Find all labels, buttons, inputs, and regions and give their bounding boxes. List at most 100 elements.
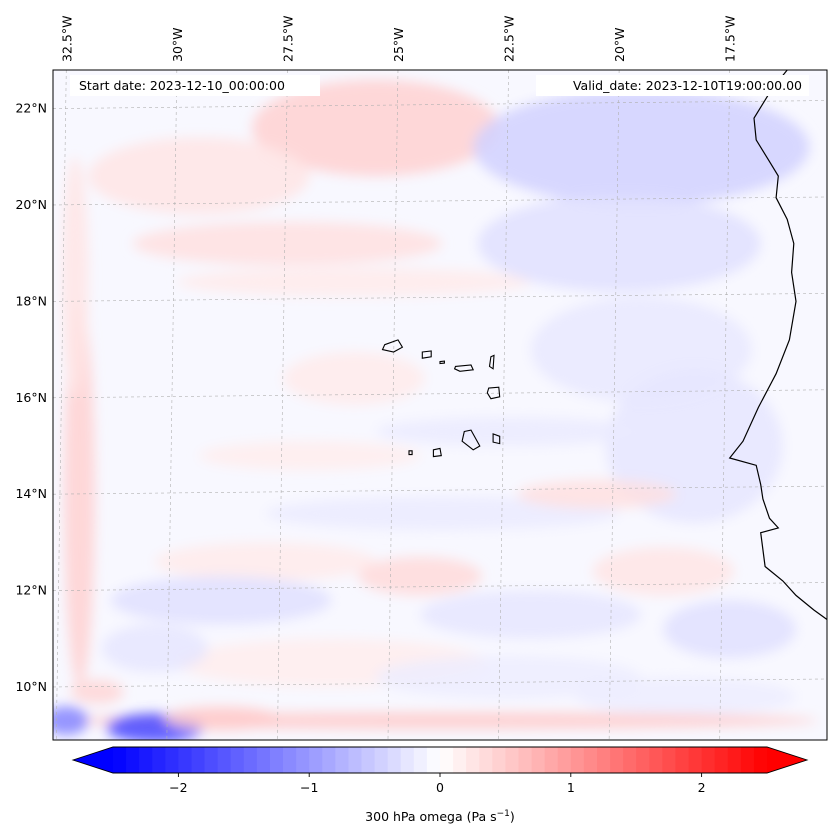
africa-coastline (728, 70, 827, 621)
colorbar-segment (269, 747, 284, 773)
colorbar-segment (675, 747, 689, 773)
map-frame (52, 69, 828, 741)
island-outline (421, 350, 432, 359)
colorbar-segment (662, 747, 676, 773)
colorbar-tick-label: 0 (436, 780, 444, 795)
colorbar-segment (426, 747, 441, 773)
colorbar-tick-label: −2 (169, 780, 187, 795)
colorbar-segment (335, 747, 349, 773)
colorbar-segment (387, 747, 402, 773)
coastline (381, 70, 827, 621)
colorbar-segment (165, 747, 179, 773)
colorbar-segment (243, 747, 258, 773)
colorbar-ticks: −2 −1 0 1 2 (169, 773, 706, 795)
field-blob (110, 576, 332, 625)
field-blob (420, 590, 642, 639)
field-blob (132, 221, 443, 266)
colorbar-units: Pa s (472, 809, 497, 824)
colorbar-segment (623, 747, 637, 773)
colorbar-segment (557, 747, 572, 773)
island-outline (488, 354, 495, 370)
field-blob (53, 706, 89, 736)
graticule (53, 70, 827, 740)
meridian-line (719, 70, 730, 740)
colorbar-segment (610, 747, 624, 773)
colorbar-segment (204, 747, 219, 773)
colorbar-segment (453, 747, 467, 773)
lon-tick-label: 32.5°W (59, 16, 74, 62)
start-date-box (70, 75, 320, 96)
colorbar-segment (322, 747, 336, 773)
lat-tick-label: 18°N (15, 293, 47, 308)
field-blob (176, 267, 531, 297)
colorbar-segment (309, 747, 323, 773)
lon-tick-label: 30°W (170, 27, 185, 62)
field-blob (88, 137, 310, 215)
colorbar-segment (505, 747, 519, 773)
lat-tick-label: 12°N (15, 583, 47, 598)
island-outline (432, 447, 442, 458)
field-blob (663, 600, 797, 659)
colorbar-variable: 300 hPa omega (365, 809, 462, 824)
colorbar-label: 300 hPa omega (Pa s−1) (365, 809, 515, 824)
field-blob (101, 624, 208, 673)
colorbar-segment (753, 747, 768, 773)
colorbar-extend-max (767, 747, 807, 773)
lon-tick-label: 22.5°W (502, 16, 517, 62)
colorbar-segment (740, 747, 755, 773)
map-panel (52, 69, 828, 741)
colorbar-segment (649, 747, 663, 773)
lon-tick-label: 20°W (612, 27, 627, 62)
colorbar-units-exponent: −1 (497, 809, 510, 819)
field-blob (61, 156, 89, 398)
meridian-line (608, 70, 620, 740)
colorbar-outline (71, 746, 809, 774)
valid-date-label: Valid_date: 2023-12-10T19:00:00.00 (573, 78, 802, 93)
colorbar-segment (152, 747, 166, 773)
field-blob (282, 351, 425, 405)
field-blob (517, 479, 677, 509)
island-outline (486, 386, 501, 400)
colorbar-segment (636, 747, 650, 773)
colorbar-segment (440, 747, 454, 773)
latitude-tick-labels: 22°N 20°N 18°N 16°N 14°N 12°N 10°N (15, 101, 47, 694)
colorbar-segment (727, 747, 742, 773)
field-blob (198, 441, 421, 471)
lon-tick-label: 25°W (391, 27, 406, 62)
colorbar-segment (178, 747, 192, 773)
colorbar-segment (191, 747, 205, 773)
omega-field (53, 79, 819, 740)
colorbar-tick-label: −1 (300, 780, 318, 795)
lat-tick-label: 10°N (15, 679, 47, 694)
field-blob (265, 496, 620, 531)
colorbar: −2 −1 0 1 2 300 hPa omega (Pa s−1) (71, 746, 809, 824)
colorbar-segment (126, 747, 140, 773)
colorbar-segment (217, 747, 232, 773)
field-blob (163, 706, 279, 731)
field-blob (252, 79, 500, 177)
field-blob (375, 655, 642, 700)
field-blob (574, 677, 797, 716)
colorbar-tick-label: 1 (567, 780, 575, 795)
valid-date-box (536, 75, 809, 96)
meridian-line (166, 70, 178, 740)
island-outline (408, 450, 413, 456)
colorbar-segment (400, 747, 415, 773)
colorbar-segment (596, 747, 611, 773)
start-date-label: Start date: 2023-12-10_00:00:00 (79, 78, 285, 93)
field-blob (154, 542, 376, 581)
meridian-line (498, 70, 509, 740)
colorbar-segment (361, 747, 375, 773)
field-blob (477, 195, 761, 292)
colorbar-segment (570, 747, 585, 773)
field-blob (592, 547, 735, 596)
lat-tick-label: 22°N (15, 101, 47, 116)
island-outline (461, 429, 481, 451)
colorbar-segments (73, 747, 807, 773)
colorbar-segment (688, 747, 702, 773)
field-blob (358, 556, 483, 596)
longitude-tick-labels: 32.5°W 30°W 27.5°W 25°W 22.5°W 20°W 17.5°W (59, 16, 737, 62)
colorbar-segment (296, 747, 310, 773)
colorbar-segment (518, 747, 532, 773)
